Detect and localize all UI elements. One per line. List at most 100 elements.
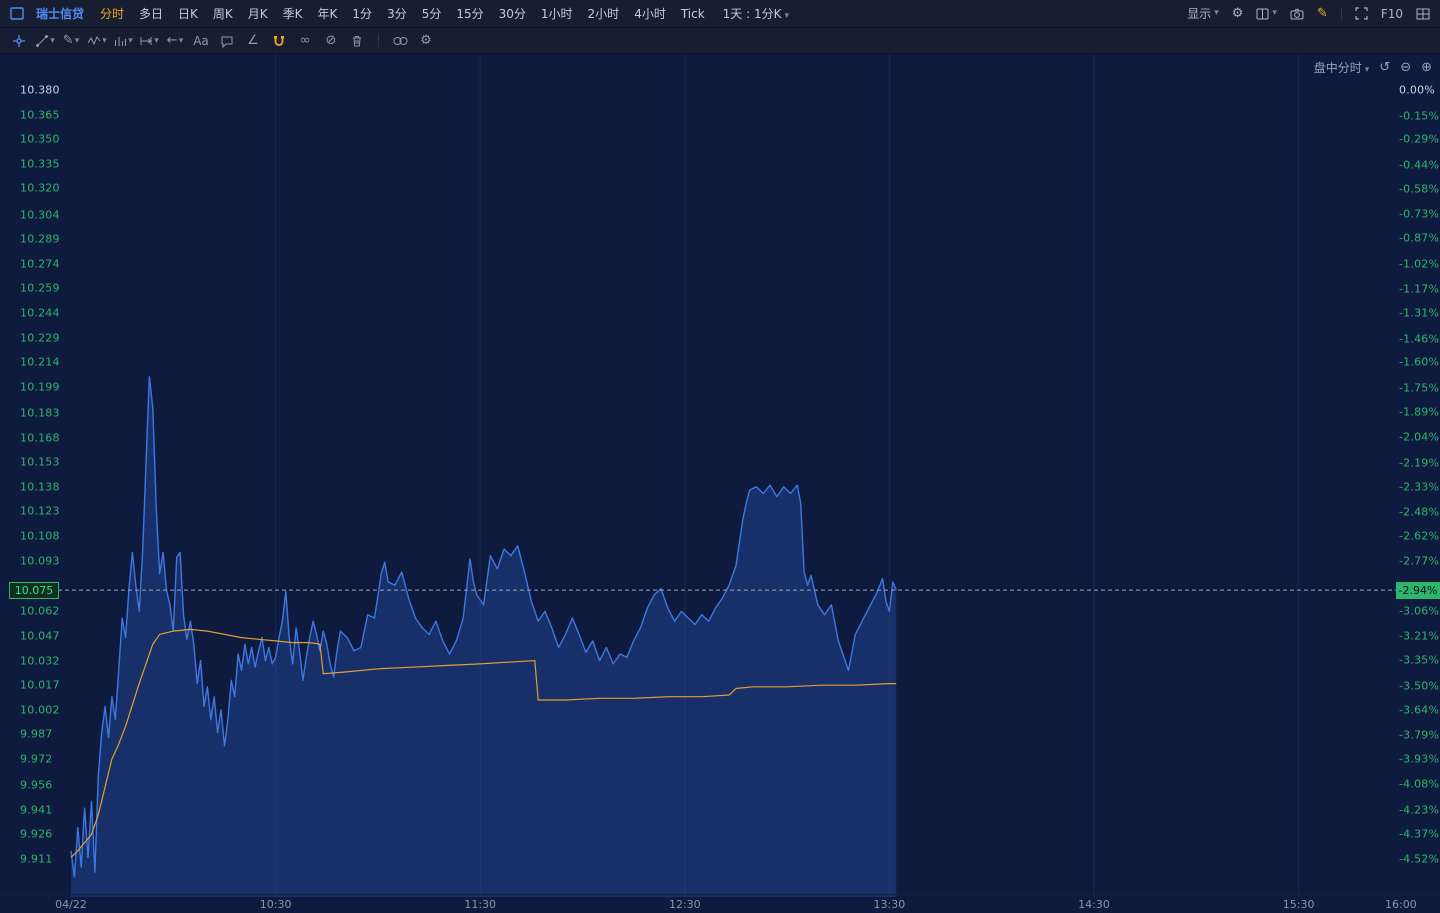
price-tick: 10.335	[20, 157, 60, 171]
current-percent-tag: -2.94%	[1396, 582, 1440, 599]
zoom-out-icon[interactable]: ⊖	[1400, 60, 1412, 75]
chevron-down-icon: ▾	[154, 35, 159, 46]
time-tick: 10:30	[259, 898, 292, 911]
percent-tick: -3.93%	[1399, 752, 1440, 766]
symbol-name[interactable]: 瑞士信贷	[36, 7, 85, 21]
percent-tick: -0.58%	[1399, 182, 1440, 196]
arrow-tool-icon[interactable]: ← ▾	[166, 33, 184, 48]
tab-月K[interactable]: 月K	[247, 7, 268, 21]
percent-tick: -3.50%	[1399, 679, 1440, 693]
comment-tool-icon[interactable]	[216, 30, 238, 51]
reset-zoom-icon[interactable]: ↺	[1379, 60, 1391, 75]
percent-tick: -1.02%	[1399, 257, 1440, 271]
percent-tick: -4.52%	[1399, 852, 1440, 866]
price-tick: 10.123	[20, 504, 60, 518]
chevron-down-icon: ▾	[128, 35, 133, 46]
price-tick: 9.941	[20, 803, 53, 817]
percent-tick: -0.73%	[1399, 207, 1440, 221]
tab-年K[interactable]: 年K	[317, 7, 338, 21]
price-tick: 10.365	[20, 108, 60, 122]
chart-type-selector[interactable]: 盘中分时 ▾	[1314, 59, 1370, 76]
tab-4小时[interactable]: 4小时	[634, 7, 666, 21]
screenshot-camera-icon[interactable]	[1290, 8, 1304, 20]
display-dropdown[interactable]: 显示 ▾	[1187, 8, 1219, 20]
tab-1小时[interactable]: 1小时	[540, 7, 573, 21]
trendline-tool-icon[interactable]: ▾	[34, 30, 56, 51]
price-line	[70, 376, 897, 878]
chevron-down-icon: ▾	[50, 35, 55, 46]
drawing-pencil-icon[interactable]: ✎	[1316, 6, 1328, 21]
measure-tool-icon[interactable]: ▾	[138, 30, 160, 51]
sync-drawings-icon[interactable]	[389, 30, 411, 51]
chart-header-controls: 盘中分时 ▾ ↺ ⊖ ⊕	[1314, 59, 1432, 76]
intraday-chart-canvas[interactable]	[0, 54, 1440, 913]
continuous-draw-icon[interactable]: ∞	[299, 33, 311, 48]
pencil-tool-icon[interactable]: ✎ ▾	[62, 33, 80, 48]
percent-tick: -1.46%	[1399, 332, 1440, 345]
delete-drawings-icon[interactable]	[346, 30, 368, 51]
time-tick: 16:00	[1385, 898, 1417, 911]
percent-tick: -3.35%	[1399, 653, 1440, 667]
tab-1分[interactable]: 1分	[352, 7, 373, 21]
tab-3分[interactable]: 3分	[387, 7, 407, 21]
tab-周K[interactable]: 周K	[212, 7, 233, 21]
magnet-tool-icon[interactable]	[268, 30, 290, 51]
time-tick: 04/22	[55, 898, 87, 911]
toolbar-divider	[378, 34, 379, 47]
percent-tick: -2.19%	[1399, 456, 1440, 470]
period-combo[interactable]: 1天 : 1分K ▾	[723, 5, 789, 22]
time-axis: 04/22 10:30 11:30 12:30 13:30 14:30 15:30 16:00	[0, 894, 1440, 913]
percent-tick: -1.60%	[1399, 355, 1440, 369]
multi-window-icon[interactable]	[1416, 8, 1430, 20]
price-tick: 10.229	[20, 331, 60, 345]
chart-type-label: 盘中分时	[1313, 61, 1362, 75]
fullscreen-icon[interactable]	[1355, 7, 1368, 20]
cursor-crosshair-icon[interactable]	[8, 30, 30, 51]
percent-tick: -1.89%	[1399, 405, 1440, 419]
drawing-settings-icon[interactable]: ⚙	[420, 33, 432, 48]
tab-30分[interactable]: 30分	[498, 7, 526, 21]
tab-分时[interactable]: 分时	[100, 7, 125, 21]
top-toolbar: 瑞士信贷 分时 多日 日K 周K 月K 季K 年K 1分 3分 5分 15分 30分 1小时 2小时 4小时…	[0, 0, 1440, 28]
percent-tick: -1.31%	[1399, 306, 1440, 320]
settings-gear-icon[interactable]: ⚙	[1231, 6, 1244, 21]
percent-tick: -3.21%	[1399, 629, 1440, 643]
angle-tool-icon[interactable]: ∠	[247, 33, 259, 48]
percent-tick: -3.06%	[1399, 604, 1440, 618]
time-tick: 11:30	[464, 898, 497, 911]
tab-15分[interactable]: 15分	[456, 7, 484, 21]
chevron-down-icon: ▾	[74, 35, 80, 46]
panel-layout-icon[interactable]: ▾	[1256, 8, 1277, 20]
tab-季K[interactable]: 季K	[282, 7, 303, 21]
price-tick: 10.289	[20, 232, 60, 246]
wave-tool-icon[interactable]: ▾	[86, 30, 108, 51]
price-tick: 10.093	[20, 554, 60, 568]
percent-tick: -4.37%	[1399, 827, 1440, 841]
window-icon[interactable]	[10, 7, 24, 20]
price-tick: 10.138	[20, 480, 60, 494]
topbar-right-group: 显示 ▾ ⚙ ▾ ✎ F10	[1187, 7, 1430, 20]
text-tool[interactable]: Aa	[193, 33, 209, 48]
chevron-down-icon: ▾	[1272, 8, 1277, 18]
percent-tick: -2.04%	[1399, 430, 1440, 444]
tab-5分[interactable]: 5分	[421, 7, 442, 21]
pattern-tool-icon[interactable]: ▾	[112, 30, 134, 51]
tab-日K[interactable]: 日K	[178, 7, 198, 21]
price-tick: 10.002	[20, 703, 60, 717]
price-tick: 10.380	[20, 83, 60, 97]
drawing-toolbar: ▾ ✎ ▾ ▾ ▾ ▾ ← ▾ Aa ∠ ∞ ⊘ ⚙	[0, 28, 1440, 54]
price-tick: 10.183	[20, 406, 60, 420]
price-tick: 10.153	[20, 455, 60, 469]
price-tick: 10.199	[20, 380, 60, 394]
tab-2小时[interactable]: 2小时	[587, 7, 620, 21]
f10-button[interactable]: F10	[1380, 6, 1403, 21]
chart-area[interactable]: 10.380 10.365 10.350 10.335 10.320 10.304 10.2…	[0, 54, 1440, 913]
hide-drawings-icon[interactable]: ⊘	[325, 33, 337, 48]
zoom-in-icon[interactable]: ⊕	[1421, 60, 1432, 75]
tab-Tick[interactable]: Tick	[680, 6, 705, 21]
percent-tick: -3.64%	[1399, 703, 1440, 716]
tab-多日[interactable]: 多日	[139, 7, 164, 21]
price-tick: 10.304	[20, 208, 60, 222]
percent-tick: -2.48%	[1399, 505, 1440, 519]
